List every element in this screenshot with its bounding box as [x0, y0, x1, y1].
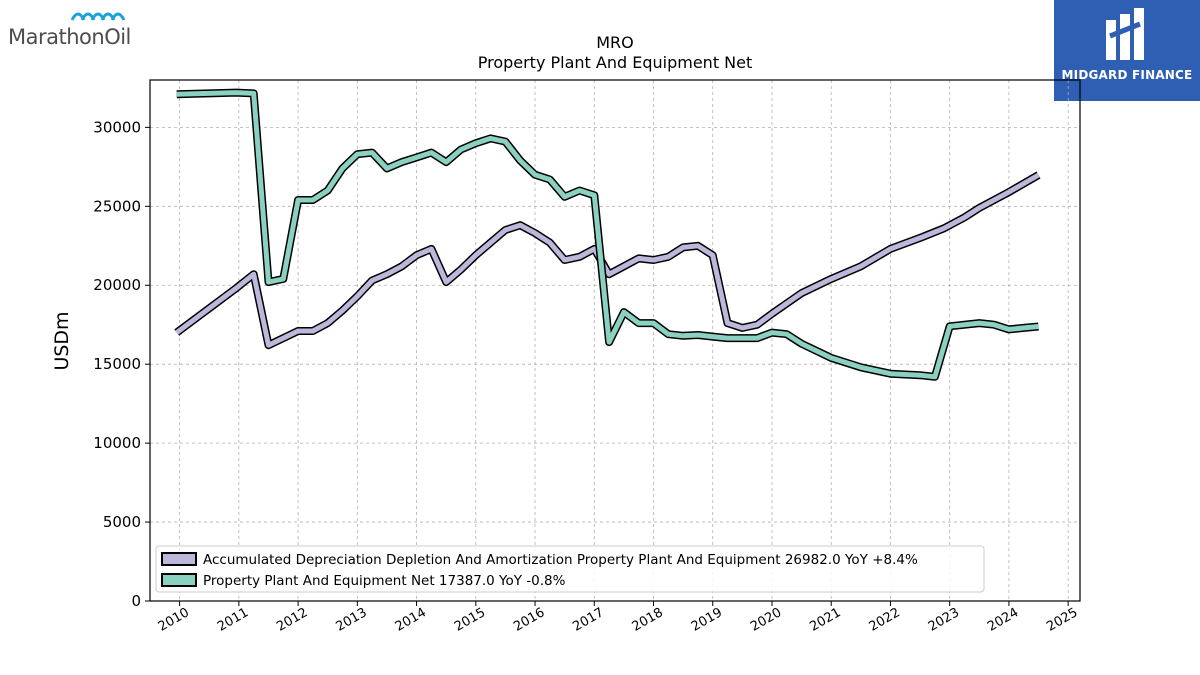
legend-swatch-1	[161, 552, 197, 566]
legend-box	[155, 545, 985, 593]
plot-frame	[149, 79, 1081, 602]
y-tick-label: 20000	[93, 276, 141, 294]
x-tick-label: 2023	[926, 605, 962, 635]
x-axis: 2010 2011 2012 2013 2014 2015 2016 2017 2018 2019…	[156, 601, 1080, 635]
x-tick-label: 2024	[985, 605, 1021, 635]
legend-label-1: Accumulated Depreciation Depletion And A…	[203, 552, 918, 568]
grid-lines	[150, 80, 1080, 602]
legend: Accumulated Depreciation Depletion And A…	[155, 545, 985, 593]
chart-title: MRO	[596, 33, 634, 52]
chart-subtitle: Property Plant And Equipment Net	[478, 53, 753, 72]
marathon-oil-wordmark: MarathonOil	[8, 25, 131, 49]
x-tick-label: 2014	[393, 605, 429, 635]
series-line-2	[176, 90, 1039, 380]
x-tick-label: 2010	[156, 605, 192, 635]
midgard-finance-logo: MIDGARD FINANCE	[1054, 0, 1200, 101]
marathon-wave-icon	[70, 12, 126, 21]
legend-swatch-2	[161, 573, 197, 587]
y-axis-label: USDm	[51, 311, 73, 370]
x-tick-label: 2011	[215, 605, 251, 635]
series-line-1	[175, 172, 1040, 348]
y-tick-label: 10000	[93, 434, 141, 452]
series-layer	[174, 88, 1041, 381]
x-tick-label: 2017	[570, 605, 606, 635]
x-tick-label: 2016	[511, 605, 547, 635]
midgard-emblem-icon	[1106, 8, 1144, 60]
x-tick-label: 2012	[274, 605, 310, 635]
y-tick-label: 15000	[93, 355, 141, 373]
x-tick-label: 2013	[333, 605, 369, 635]
y-tick-label: 5000	[103, 513, 141, 531]
y-tick-label: 30000	[93, 118, 141, 136]
y-axis: 0 5000 10000 15000 20000 25000 30000	[93, 118, 150, 610]
y-tick-label: 0	[131, 592, 141, 610]
x-tick-label: 2025	[1044, 605, 1080, 635]
x-tick-label: 2021	[807, 605, 843, 635]
x-tick-label: 2018	[630, 605, 666, 635]
midgard-finance-wordmark: MIDGARD FINANCE	[1061, 68, 1193, 82]
legend-label-2: Property Plant And Equipment Net 17387.0…	[203, 573, 566, 589]
x-tick-label: 2022	[867, 605, 903, 635]
y-tick-label: 25000	[93, 197, 141, 215]
marathon-oil-logo: MarathonOil	[6, 6, 151, 52]
x-tick-label: 2019	[689, 605, 725, 635]
x-tick-label: 2020	[748, 605, 784, 635]
x-tick-label: 2015	[452, 605, 488, 635]
